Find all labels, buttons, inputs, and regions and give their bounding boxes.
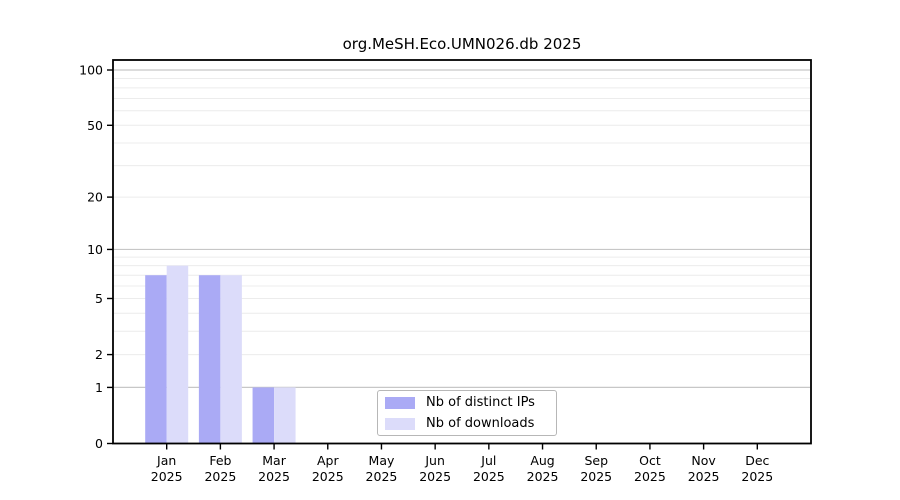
x-tick-label-month: Feb [209, 453, 231, 468]
bar-nb-of-distinct-ips-feb-2025 [198, 275, 221, 444]
bar-nb-of-downloads-mar-2025 [274, 387, 296, 444]
x-tick-label-month: Dec [745, 453, 769, 468]
legend-item-distinct-ips: Nb of distinct IPs [385, 394, 549, 411]
x-tick-label-year: 2025 [634, 469, 666, 484]
x-tick-label-month: Jun [424, 453, 445, 468]
x-tick-label-year: 2025 [473, 469, 505, 484]
y-tick-label: 100 [79, 63, 103, 78]
bar-nb-of-distinct-ips-jan-2025 [145, 275, 167, 444]
x-tick-label-month: Jul [480, 453, 496, 468]
y-tick-label: 10 [87, 242, 103, 257]
x-tick-label-year: 2025 [258, 469, 290, 484]
bar-nb-of-downloads-feb-2025 [220, 275, 242, 444]
y-tick-label: 1 [95, 380, 103, 395]
legend-label-downloads: Nb of downloads [426, 416, 535, 431]
legend-label-distinct-ips: Nb of distinct IPs [426, 395, 535, 410]
x-tick-label-month: May [369, 453, 395, 468]
x-tick-label-year: 2025 [419, 469, 451, 484]
bar-nb-of-distinct-ips-mar-2025 [252, 387, 275, 444]
x-tick-label-month: Oct [639, 453, 661, 468]
x-tick-label-year: 2025 [688, 469, 720, 484]
x-tick-label-year: 2025 [527, 469, 559, 484]
x-tick-label-year: 2025 [151, 469, 183, 484]
x-tick-label-year: 2025 [204, 469, 236, 484]
x-tick-label-month: Apr [317, 453, 339, 468]
plot-frame [112, 59, 812, 445]
x-tick-label-month: Jan [156, 453, 176, 468]
y-tick-label: 2 [95, 347, 103, 362]
legend-item-downloads: Nb of downloads [385, 415, 549, 432]
bar-nb-of-downloads-jan-2025 [166, 265, 189, 444]
legend-swatch-downloads [385, 417, 415, 430]
x-tick-label-year: 2025 [366, 469, 398, 484]
legend-swatch-distinct-ips [385, 396, 415, 409]
x-tick-label-month: Mar [262, 453, 286, 468]
y-tick-label: 0 [95, 436, 103, 451]
y-tick-label: 50 [87, 118, 103, 133]
y-tick-label: 5 [95, 291, 103, 306]
x-tick-label-year: 2025 [580, 469, 612, 484]
y-tick-label: 20 [87, 190, 103, 205]
x-tick-label-year: 2025 [312, 469, 344, 484]
x-tick-label-month: Sep [584, 453, 608, 468]
x-tick-label-month: Nov [691, 453, 716, 468]
legend: Nb of distinct IPs Nb of downloads [377, 390, 557, 436]
chart-title: org.MeSH.Eco.UMN026.db 2025 [342, 35, 582, 53]
x-tick-label-month: Aug [530, 453, 554, 468]
x-tick-label-year: 2025 [741, 469, 773, 484]
